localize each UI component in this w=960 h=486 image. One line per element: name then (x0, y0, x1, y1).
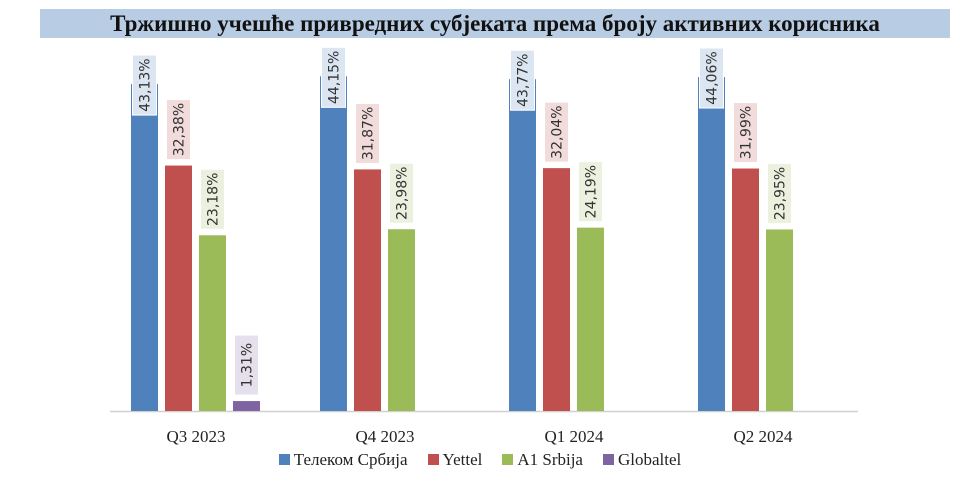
data-label-box (355, 102, 380, 164)
title-banner: Тржишно учешће привредних субјеката прем… (40, 9, 950, 38)
bar-yettel (165, 165, 192, 411)
x-tick-label: Q1 2024 (544, 427, 604, 446)
data-label: 43,77% (516, 54, 532, 107)
x-tick-label: Q3 2023 (166, 427, 225, 446)
legend-label: Globaltel (617, 450, 682, 469)
data-label-box (733, 102, 758, 164)
data-label: 31,99% (739, 106, 755, 159)
data-label: 23,95% (773, 167, 789, 220)
bar-телеком-србија (509, 79, 536, 412)
data-label-box (321, 46, 346, 108)
bar-телеком-србија (320, 76, 347, 411)
legend: Телеком Србија Yettel A1 Srbija Globaltel (0, 450, 960, 470)
data-label: 31,87% (361, 107, 377, 160)
bar-телеком-србија (698, 77, 725, 411)
bar-yettel (732, 168, 759, 411)
data-label-box (510, 49, 535, 111)
data-label-box (389, 162, 414, 224)
data-label: 23,18% (206, 173, 222, 226)
data-label-box (767, 162, 792, 224)
bar-globaltel (233, 401, 260, 411)
legend-item: Globaltel (602, 450, 682, 470)
data-label: 43,13% (138, 58, 154, 111)
data-label-box (544, 101, 569, 163)
legend-swatch-icon (602, 454, 614, 465)
data-label-box (578, 161, 603, 223)
legend-swatch-icon (502, 454, 514, 465)
data-label: 44,06% (705, 51, 721, 104)
data-label-box (200, 168, 225, 230)
legend-item: Телеком Србија (278, 450, 408, 470)
x-tick-label: Q4 2023 (355, 427, 414, 446)
legend-label: Телеком Србија (293, 450, 408, 469)
data-label-box (699, 47, 724, 109)
data-label: 44,15% (327, 51, 343, 104)
data-label: 24,19% (584, 165, 600, 218)
chart-title: Тржишно учешће привредних субјеката прем… (110, 11, 880, 36)
data-label: 32,38% (172, 103, 188, 156)
legend-label: A1 Srbija (517, 450, 583, 469)
legend-item: A1 Srbija (502, 450, 583, 470)
data-label: 23,98% (395, 167, 411, 220)
legend-swatch-icon (427, 454, 439, 465)
legend-item: Yettel (427, 450, 483, 470)
data-label-box (132, 54, 157, 116)
legend-swatch-icon (278, 454, 290, 465)
bar-yettel (543, 168, 570, 411)
data-label-box (234, 334, 259, 396)
data-label-box (166, 99, 191, 161)
bar-a1-srbija (199, 235, 226, 411)
bar-a1-srbija (388, 229, 415, 411)
legend-label: Yettel (442, 450, 483, 469)
bar-yettel (354, 169, 381, 411)
data-label: 32,04% (550, 105, 566, 158)
bar-телеком-србија (131, 84, 158, 412)
bar-a1-srbija (766, 229, 793, 411)
bar-a1-srbija (577, 227, 604, 411)
x-tick-label: Q2 2024 (733, 427, 793, 446)
data-label: 1,31% (240, 343, 256, 387)
